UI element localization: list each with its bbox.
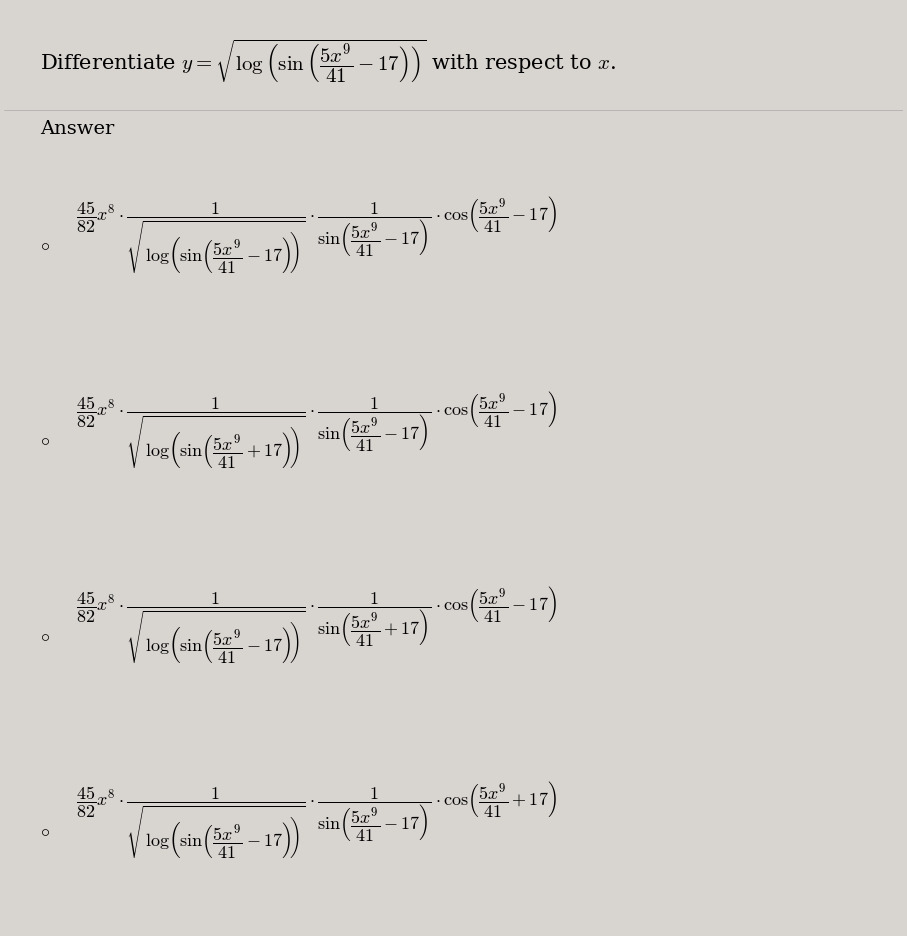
Text: Answer: Answer xyxy=(40,120,114,139)
Text: $\circ$: $\circ$ xyxy=(40,821,50,839)
Text: $\dfrac{45}{82}x^8\cdot\dfrac{1}{\sqrt{\log\!\left(\sin\!\left(\dfrac{5x^9}{41}-: $\dfrac{45}{82}x^8\cdot\dfrac{1}{\sqrt{\… xyxy=(76,195,557,275)
Text: $\dfrac{45}{82}x^8\cdot\dfrac{1}{\sqrt{\log\!\left(\sin\!\left(\dfrac{5x^9}{41}+: $\dfrac{45}{82}x^8\cdot\dfrac{1}{\sqrt{\… xyxy=(76,389,557,470)
Text: $\dfrac{45}{82}x^8\cdot\dfrac{1}{\sqrt{\log\!\left(\sin\!\left(\dfrac{5x^9}{41}-: $\dfrac{45}{82}x^8\cdot\dfrac{1}{\sqrt{\… xyxy=(76,779,557,860)
Text: Differentiate $y = \sqrt{\log\left(\sin\left(\dfrac{5x^9}{41} - 17\right)\right): Differentiate $y = \sqrt{\log\left(\sin\… xyxy=(40,37,616,84)
Text: $\circ$: $\circ$ xyxy=(40,237,50,255)
Text: $\circ$: $\circ$ xyxy=(40,431,50,449)
Text: $\circ$: $\circ$ xyxy=(40,626,50,644)
Text: $\dfrac{45}{82}x^8\cdot\dfrac{1}{\sqrt{\log\!\left(\sin\!\left(\dfrac{5x^9}{41}-: $\dfrac{45}{82}x^8\cdot\dfrac{1}{\sqrt{\… xyxy=(76,584,557,665)
